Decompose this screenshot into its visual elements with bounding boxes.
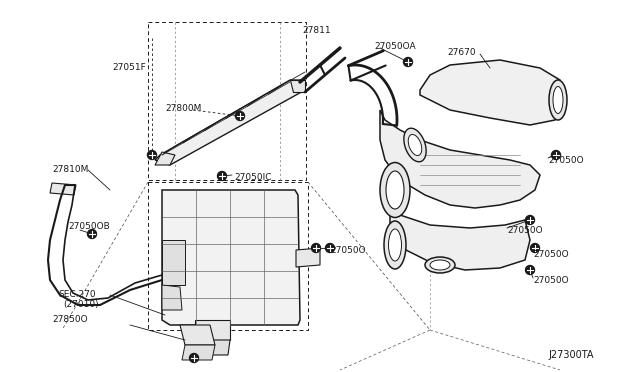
Polygon shape	[155, 80, 305, 165]
Circle shape	[326, 244, 335, 253]
Circle shape	[531, 244, 540, 253]
Text: J27300TA: J27300TA	[548, 350, 593, 360]
Ellipse shape	[380, 163, 410, 218]
Ellipse shape	[425, 257, 455, 273]
Polygon shape	[380, 110, 540, 208]
Polygon shape	[182, 345, 215, 360]
Circle shape	[189, 353, 198, 362]
Ellipse shape	[549, 80, 567, 120]
Circle shape	[88, 230, 97, 238]
Circle shape	[525, 266, 534, 275]
Text: 27050O: 27050O	[548, 156, 584, 165]
Text: 27811: 27811	[302, 26, 331, 35]
Polygon shape	[162, 285, 182, 310]
Text: SEC.270: SEC.270	[58, 290, 95, 299]
Text: 27050O: 27050O	[507, 226, 543, 235]
Polygon shape	[195, 320, 230, 340]
Ellipse shape	[553, 87, 563, 113]
Text: 27850O: 27850O	[52, 315, 88, 324]
Text: 27050O: 27050O	[330, 246, 365, 255]
Polygon shape	[290, 80, 305, 92]
Circle shape	[525, 215, 534, 224]
Text: 27050OA: 27050OA	[374, 42, 415, 51]
Polygon shape	[50, 183, 76, 195]
Circle shape	[403, 58, 413, 67]
Polygon shape	[195, 340, 230, 355]
Text: 27810M: 27810M	[52, 165, 88, 174]
Circle shape	[236, 112, 244, 121]
Text: 27050OB: 27050OB	[68, 222, 109, 231]
Ellipse shape	[388, 229, 401, 261]
Text: 27051F: 27051F	[112, 63, 146, 72]
Ellipse shape	[408, 134, 422, 155]
Polygon shape	[180, 325, 215, 345]
Polygon shape	[296, 248, 320, 267]
Text: 27800M: 27800M	[165, 104, 202, 113]
Circle shape	[312, 244, 321, 253]
Ellipse shape	[404, 128, 426, 162]
Ellipse shape	[386, 171, 404, 209]
Text: 27050O: 27050O	[533, 250, 568, 259]
Polygon shape	[155, 152, 175, 165]
Ellipse shape	[384, 221, 406, 269]
Text: 27050O: 27050O	[533, 276, 568, 285]
Bar	[148, 182, 308, 330]
Text: 27050IC: 27050IC	[234, 173, 271, 182]
Polygon shape	[162, 240, 185, 285]
Text: 27670: 27670	[447, 48, 476, 57]
Polygon shape	[162, 190, 300, 325]
Text: (27010): (27010)	[63, 300, 99, 309]
Ellipse shape	[430, 260, 450, 270]
Circle shape	[147, 151, 157, 160]
Circle shape	[552, 151, 561, 160]
Bar	[148, 22, 306, 180]
Polygon shape	[390, 208, 530, 270]
Polygon shape	[420, 60, 565, 125]
Circle shape	[218, 171, 227, 180]
